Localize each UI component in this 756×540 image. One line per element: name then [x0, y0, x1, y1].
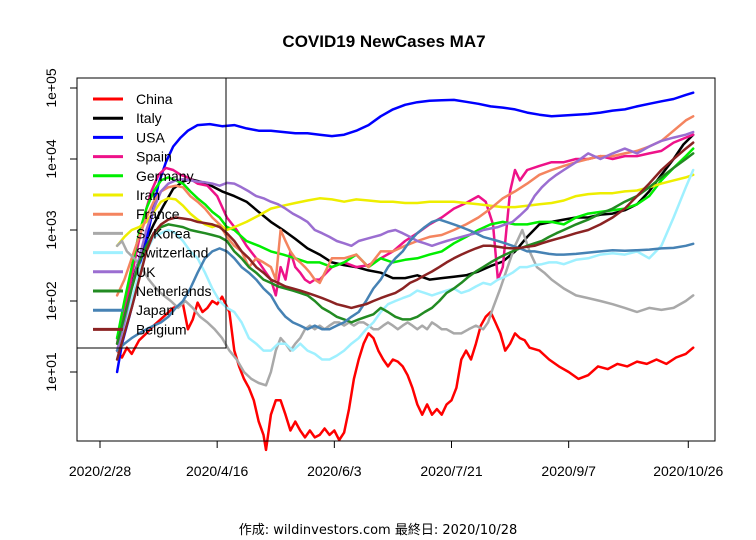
y-tick-label: 1e+05	[43, 68, 59, 108]
legend-label: Germany	[136, 168, 194, 184]
legend-box	[76, 77, 227, 349]
legend-label: Japan	[136, 302, 174, 318]
y-tick-label: 1e+04	[43, 139, 59, 179]
y-axis: 1e+01 1e+02 1e+03 1e+04 1e+05	[43, 68, 78, 392]
footer-credit: 作成: wildinvestors.com 最終日: 2020/10/28	[238, 523, 518, 538]
x-axis: 2020/2/28 2020/4/16 2020/6/3 2020/7/21 2020/…	[69, 440, 724, 479]
series-line-japan	[115, 218, 695, 352]
y-tick-label: 1e+03	[43, 210, 59, 250]
chart-title: COVID19 NewCases MA7	[282, 32, 485, 51]
legend-label: Italy	[136, 110, 162, 126]
x-tick-label: 2020/6/3	[307, 463, 362, 479]
series-line-switzerland	[115, 168, 695, 361]
y-tick-label: 1e+02	[43, 281, 59, 321]
series-line-netherlands	[115, 152, 695, 345]
x-tick-label: 2020/2/28	[69, 463, 131, 479]
y-tick-label: 1e+01	[43, 352, 59, 392]
series-line-usa	[115, 91, 695, 374]
legend-label: USA	[136, 129, 165, 145]
series-line-china	[115, 295, 695, 452]
legend-label: France	[136, 206, 180, 222]
series-line-belgium	[115, 141, 695, 361]
legend-label: Belgium	[136, 321, 187, 337]
series-line-uk	[115, 130, 695, 352]
x-tick-label: 2020/9/7	[541, 463, 596, 479]
x-tick-label: 2020/4/16	[186, 463, 248, 479]
legend-label: S. Korea	[136, 225, 191, 241]
legend-label: Switzerland	[136, 245, 208, 261]
legend-label: Iran	[136, 187, 160, 203]
legend: China Italy USA Spain Germany Iran France S. Ko…	[76, 77, 227, 349]
x-tick-label: 2020/7/21	[420, 463, 482, 479]
series-line-iran	[115, 173, 695, 248]
legend-label: China	[136, 91, 173, 107]
x-tick-label: 2020/10/26	[653, 463, 723, 479]
series-layer	[115, 91, 695, 452]
legend-label: Spain	[136, 149, 172, 165]
legend-label: Netherlands	[136, 283, 212, 299]
legend-label: UK	[136, 264, 156, 280]
